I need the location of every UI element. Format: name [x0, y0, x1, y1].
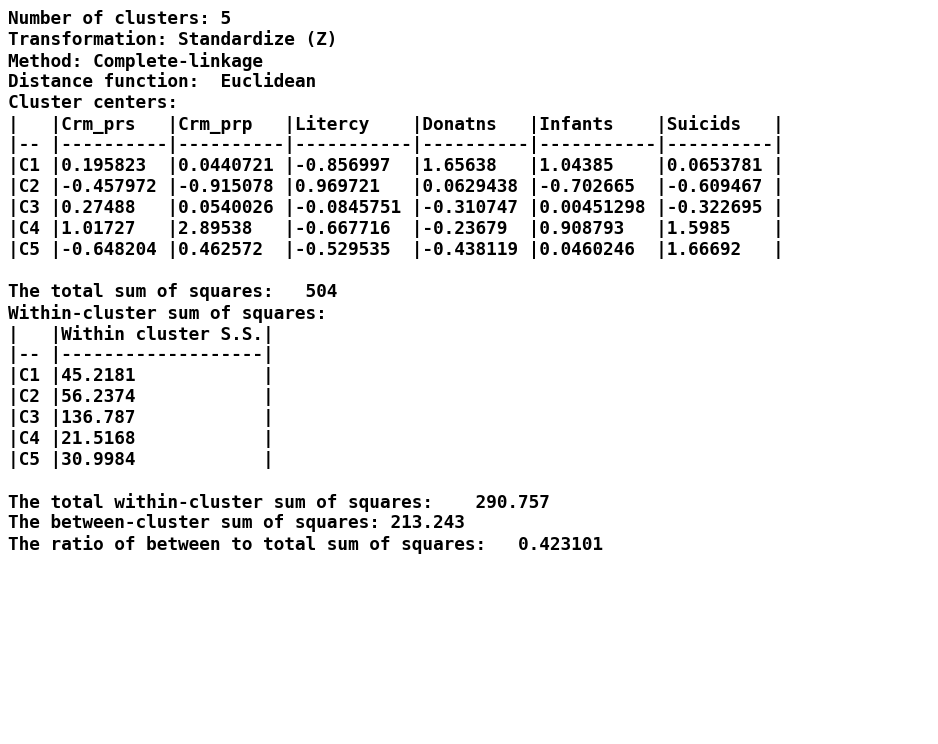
Text: The total sum of squares:   504: The total sum of squares: 504 — [8, 283, 338, 301]
Text: Within-cluster sum of squares:: Within-cluster sum of squares: — [8, 304, 326, 323]
Text: |-- |-------------------|: |-- |-------------------| — [8, 346, 274, 364]
Text: |C5 |30.9984            |: |C5 |30.9984 | — [8, 451, 274, 469]
Text: Transformation: Standardize (Z): Transformation: Standardize (Z) — [8, 31, 338, 49]
Text: Cluster centers:: Cluster centers: — [8, 94, 178, 112]
Text: |   |Within cluster S.S.|: | |Within cluster S.S.| — [8, 325, 274, 344]
Text: |C4 |21.5168            |: |C4 |21.5168 | — [8, 430, 274, 448]
Text: Distance function:  Euclidean: Distance function: Euclidean — [8, 73, 316, 91]
Text: Method: Complete-linkage: Method: Complete-linkage — [8, 52, 263, 71]
Text: |   |Crm_prs   |Crm_prp   |Litercy    |Donatns   |Infants    |Suicids   |: | |Crm_prs |Crm_prp |Litercy |Donatns |I… — [8, 115, 783, 134]
Text: |C2 |56.2374            |: |C2 |56.2374 | — [8, 388, 274, 406]
Text: |C3 |0.27488   |0.0540026 |-0.0845751 |-0.310747 |0.00451298 |-0.322695 |: |C3 |0.27488 |0.0540026 |-0.0845751 |-0.… — [8, 199, 783, 217]
Text: The ratio of between to total sum of squares:   0.423101: The ratio of between to total sum of squ… — [8, 535, 603, 554]
Text: |C1 |45.2181            |: |C1 |45.2181 | — [8, 367, 274, 385]
Text: |C2 |-0.457972 |-0.915078 |0.969721   |0.0629438 |-0.702665  |-0.609467 |: |C2 |-0.457972 |-0.915078 |0.969721 |0.0… — [8, 178, 783, 196]
Text: |C3 |136.787            |: |C3 |136.787 | — [8, 409, 274, 427]
Text: The total within-cluster sum of squares:    290.757: The total within-cluster sum of squares:… — [8, 493, 550, 512]
Text: |-- |----------|----------|-----------|----------|-----------|----------|: |-- |----------|----------|-----------|-… — [8, 136, 783, 154]
Text: |C5 |-0.648204 |0.462572  |-0.529535  |-0.438119 |0.0460246  |1.66692   |: |C5 |-0.648204 |0.462572 |-0.529535 |-0.… — [8, 241, 783, 259]
Text: |C4 |1.01727   |2.89538   |-0.667716  |-0.23679  |0.908793   |1.5985    |: |C4 |1.01727 |2.89538 |-0.667716 |-0.236… — [8, 220, 783, 238]
Text: The between-cluster sum of squares: 213.243: The between-cluster sum of squares: 213.… — [8, 514, 465, 532]
Text: Number of clusters: 5: Number of clusters: 5 — [8, 10, 231, 28]
Text: |C1 |0.195823  |0.0440721 |-0.856997  |1.65638   |1.04385    |0.0653781 |: |C1 |0.195823 |0.0440721 |-0.856997 |1.6… — [8, 157, 783, 175]
